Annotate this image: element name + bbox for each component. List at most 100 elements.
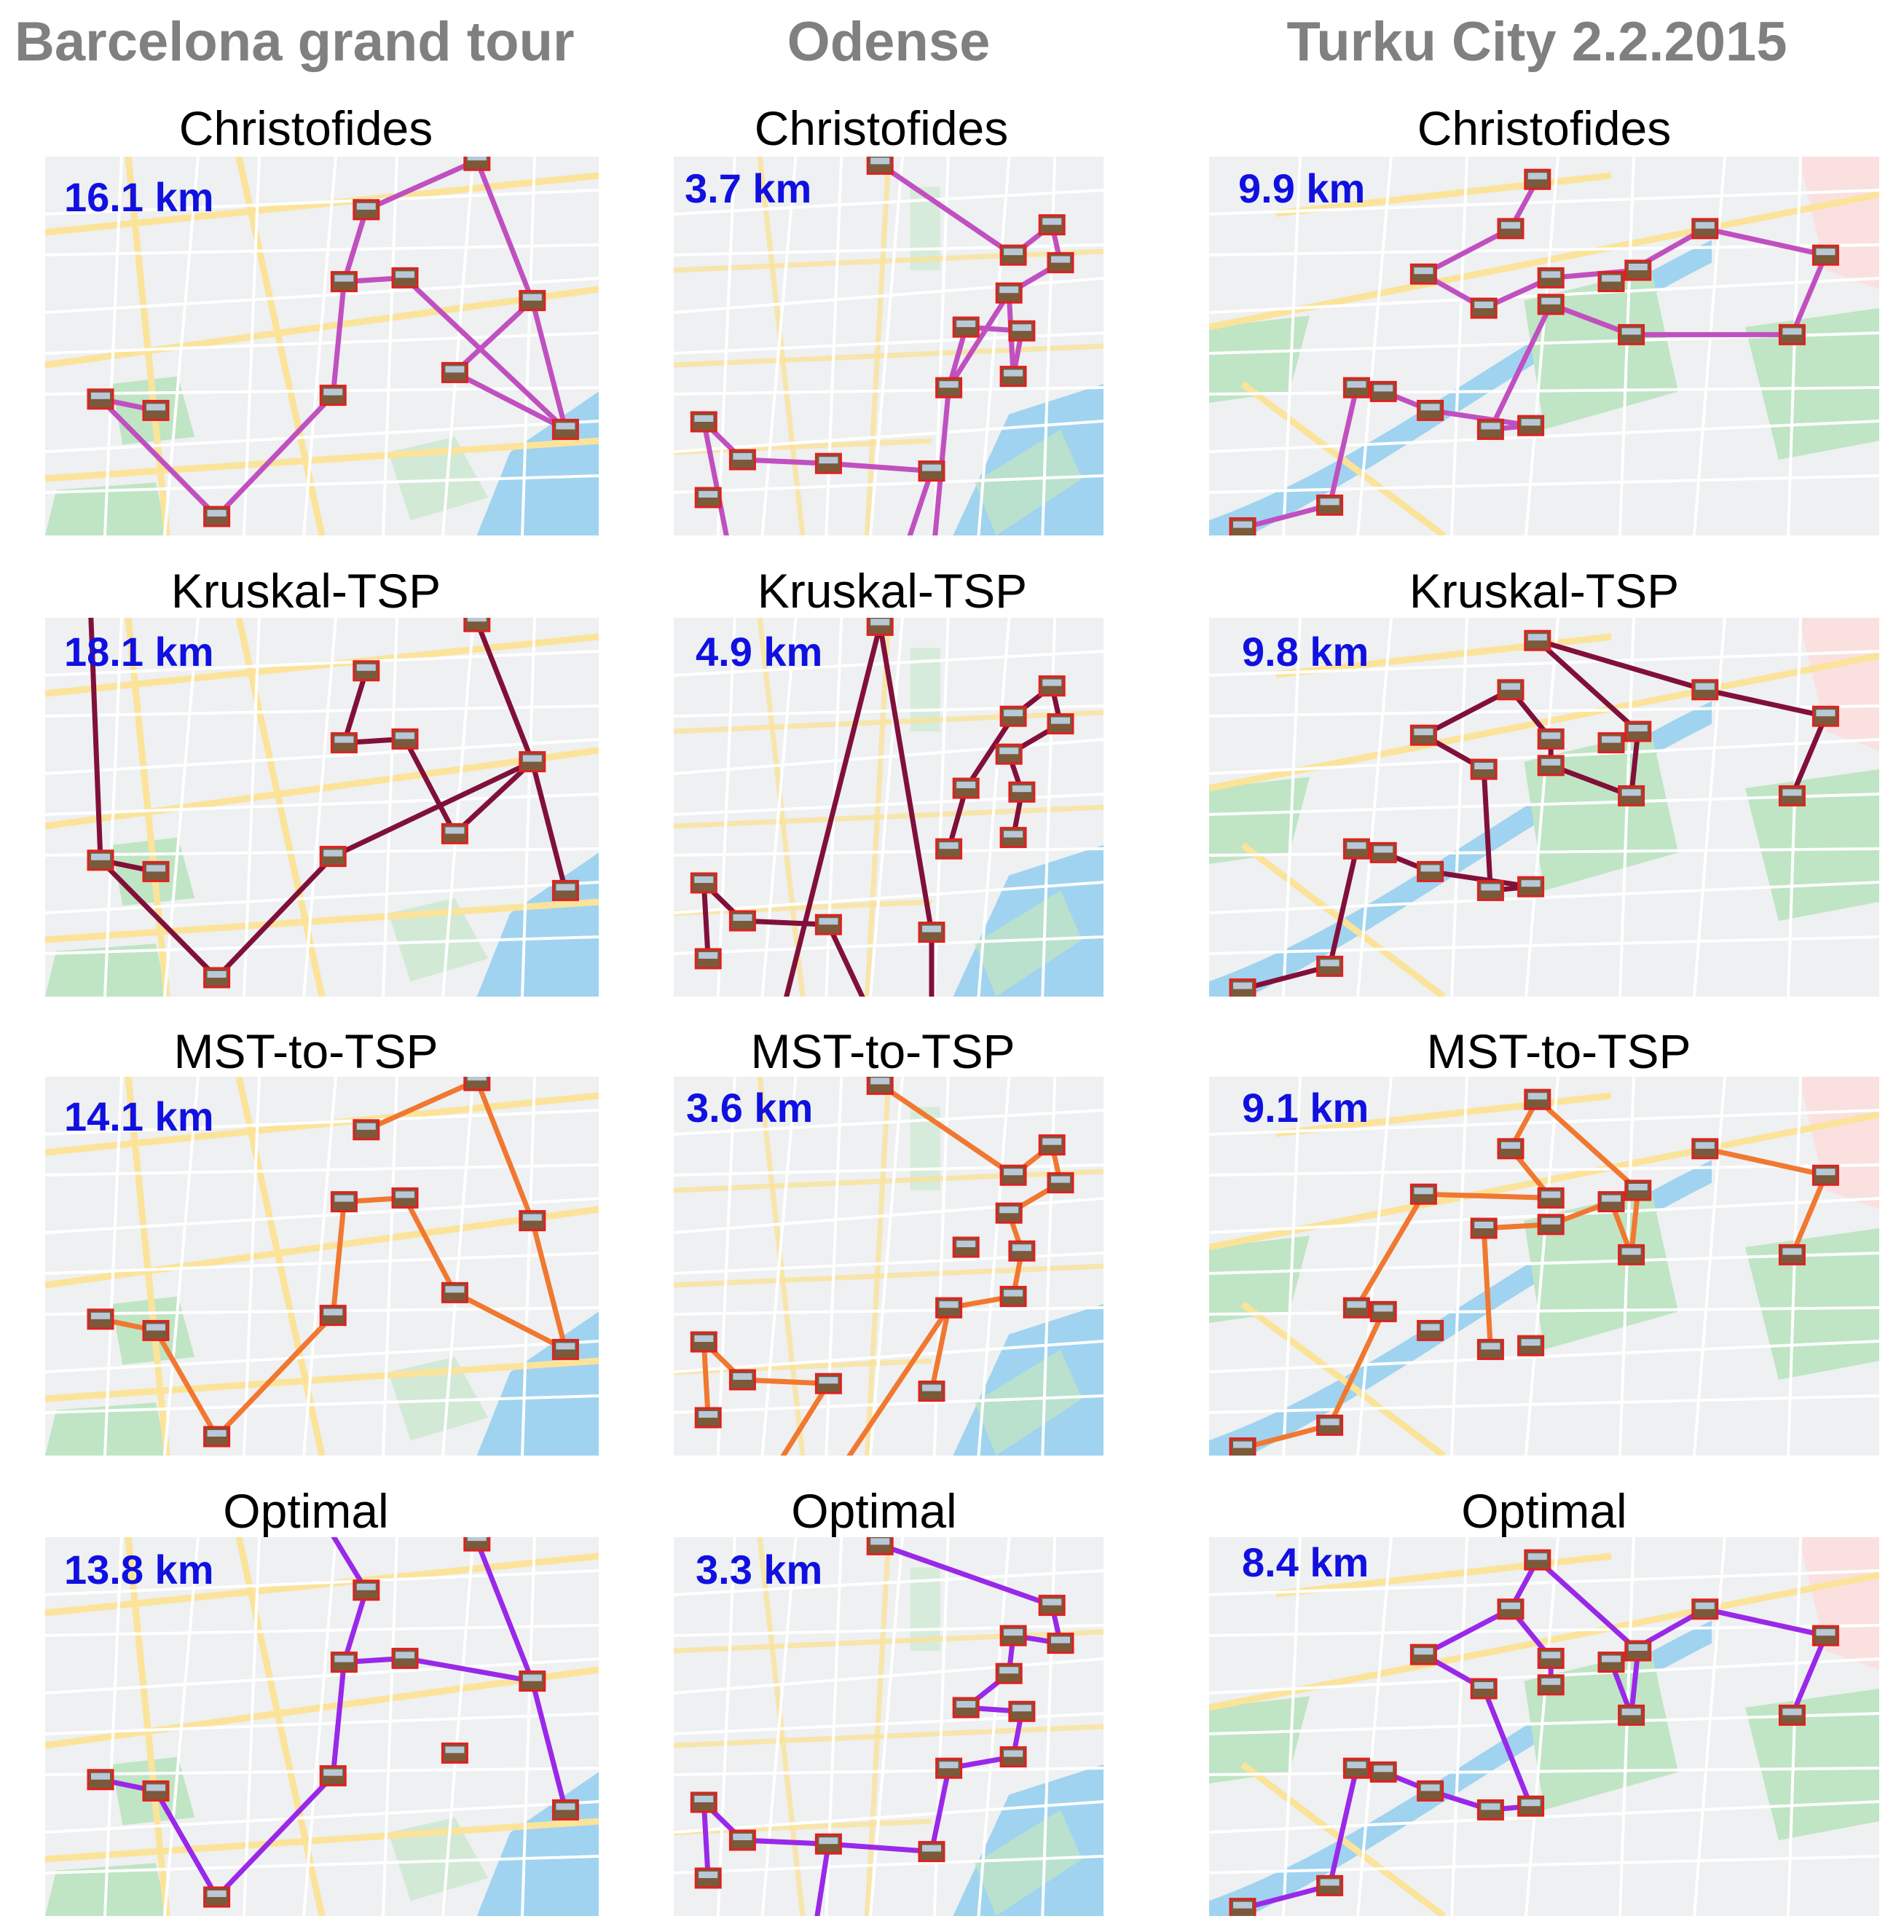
attraction-marker: [203, 506, 231, 527]
attraction-marker: [319, 846, 347, 868]
route-map: [1209, 618, 1879, 997]
attraction-marker: [1470, 758, 1498, 780]
attraction-marker: [1624, 1640, 1652, 1662]
map-panel: [1209, 1537, 1879, 1916]
attraction-marker: [1038, 1134, 1066, 1156]
attraction-marker: [1470, 1217, 1498, 1239]
attraction-marker: [1811, 1164, 1839, 1186]
attraction-marker: [441, 1742, 468, 1764]
route-map: [1209, 1537, 1879, 1916]
route-line: [701, 1339, 831, 1456]
attraction-marker: [935, 1757, 963, 1779]
attraction-marker: [1524, 629, 1551, 651]
algorithm-title: Kruskal-TSP: [1409, 564, 1680, 618]
algorithm-title: Optimal: [791, 1484, 957, 1538]
attraction-marker: [1476, 418, 1504, 440]
attraction-marker: [463, 1077, 491, 1091]
map-panel: [674, 1537, 1104, 1916]
attraction-marker: [87, 849, 114, 871]
attraction-marker: [728, 910, 756, 932]
route-distance: 16.1 km: [64, 174, 214, 220]
attraction-marker: [142, 1319, 170, 1341]
algorithm-title: Optimal: [223, 1484, 389, 1538]
attraction-marker: [999, 1746, 1027, 1768]
attraction-marker: [866, 1077, 894, 1095]
attraction-marker: [319, 385, 347, 407]
route-line: [98, 157, 480, 519]
attraction-marker: [690, 1791, 717, 1813]
attraction-marker: [728, 1369, 756, 1391]
route-distance: 18.1 km: [64, 629, 214, 675]
route-line: [846, 1305, 952, 1456]
attraction-marker: [995, 743, 1023, 765]
route-map: [1209, 157, 1879, 535]
attraction-marker: [1691, 1138, 1719, 1160]
route-distance: 13.8 km: [64, 1547, 214, 1593]
attraction-marker: [1524, 168, 1551, 190]
route-line: [530, 759, 568, 893]
attraction-marker: [1517, 876, 1545, 898]
attraction-marker: [935, 838, 963, 860]
map-panel: [674, 618, 1104, 997]
map-panel: [45, 1077, 599, 1456]
attraction-marker: [1342, 838, 1370, 860]
attraction-marker: [203, 1426, 231, 1448]
attraction-marker: [1008, 320, 1036, 342]
attraction-marker: [918, 922, 945, 943]
attraction-marker: [1047, 1633, 1074, 1654]
attraction-marker: [142, 399, 170, 421]
attraction-marker: [999, 705, 1027, 727]
attraction-marker: [995, 1662, 1023, 1684]
route-line: [474, 619, 535, 765]
attraction-marker: [319, 1305, 347, 1327]
attraction-marker: [1470, 1678, 1498, 1700]
attraction-marker: [1038, 1595, 1066, 1617]
route-line: [1535, 637, 1828, 798]
attraction-marker: [690, 1331, 717, 1353]
attraction-marker: [1417, 1780, 1444, 1802]
attraction-marker: [1811, 1625, 1839, 1646]
attraction-marker: [1476, 1338, 1504, 1360]
route-line: [88, 618, 103, 863]
attraction-marker: [353, 199, 380, 221]
attraction-marker: [1778, 1244, 1806, 1265]
attraction-marker: [1778, 785, 1806, 806]
route-map: [674, 157, 1104, 535]
attraction-marker: [1470, 297, 1498, 319]
attraction-marker: [87, 1308, 114, 1330]
attraction-marker: [918, 460, 945, 482]
attraction-marker: [1778, 1704, 1806, 1726]
attraction-marker: [999, 1164, 1027, 1186]
attraction-marker: [1497, 679, 1525, 701]
attraction-marker: [1624, 720, 1652, 742]
attraction-marker: [1047, 1172, 1074, 1194]
route-distance: 9.8 km: [1242, 629, 1369, 675]
route-line: [363, 1077, 480, 1133]
attraction-marker: [1369, 841, 1397, 863]
attraction-marker: [866, 618, 894, 636]
map-panel: [1209, 618, 1879, 997]
route-map: [1209, 1077, 1879, 1456]
attraction-marker: [999, 366, 1027, 388]
attraction-marker: [1409, 724, 1437, 746]
attraction-marker: [1624, 259, 1652, 281]
attraction-marker: [330, 1191, 358, 1213]
attraction-marker: [353, 1119, 380, 1141]
attraction-marker: [1597, 1652, 1625, 1673]
route-map: [674, 1537, 1104, 1916]
attraction-marker: [1409, 263, 1437, 285]
attraction-marker: [87, 1769, 114, 1791]
attraction-marker: [519, 751, 546, 773]
city-title-turku: Turku City 2.2.2015: [1286, 11, 1787, 73]
attraction-marker: [519, 1670, 546, 1692]
route-map: [45, 1077, 599, 1456]
attraction-marker: [1537, 1647, 1565, 1669]
attraction-marker: [1597, 732, 1625, 754]
attraction-marker: [441, 361, 468, 383]
attraction-marker: [203, 967, 231, 989]
attraction-marker: [690, 872, 717, 894]
attraction-marker: [1316, 1874, 1344, 1896]
attraction-marker: [1038, 214, 1066, 236]
route-line: [814, 1841, 831, 1916]
map-panel: [674, 1077, 1104, 1456]
